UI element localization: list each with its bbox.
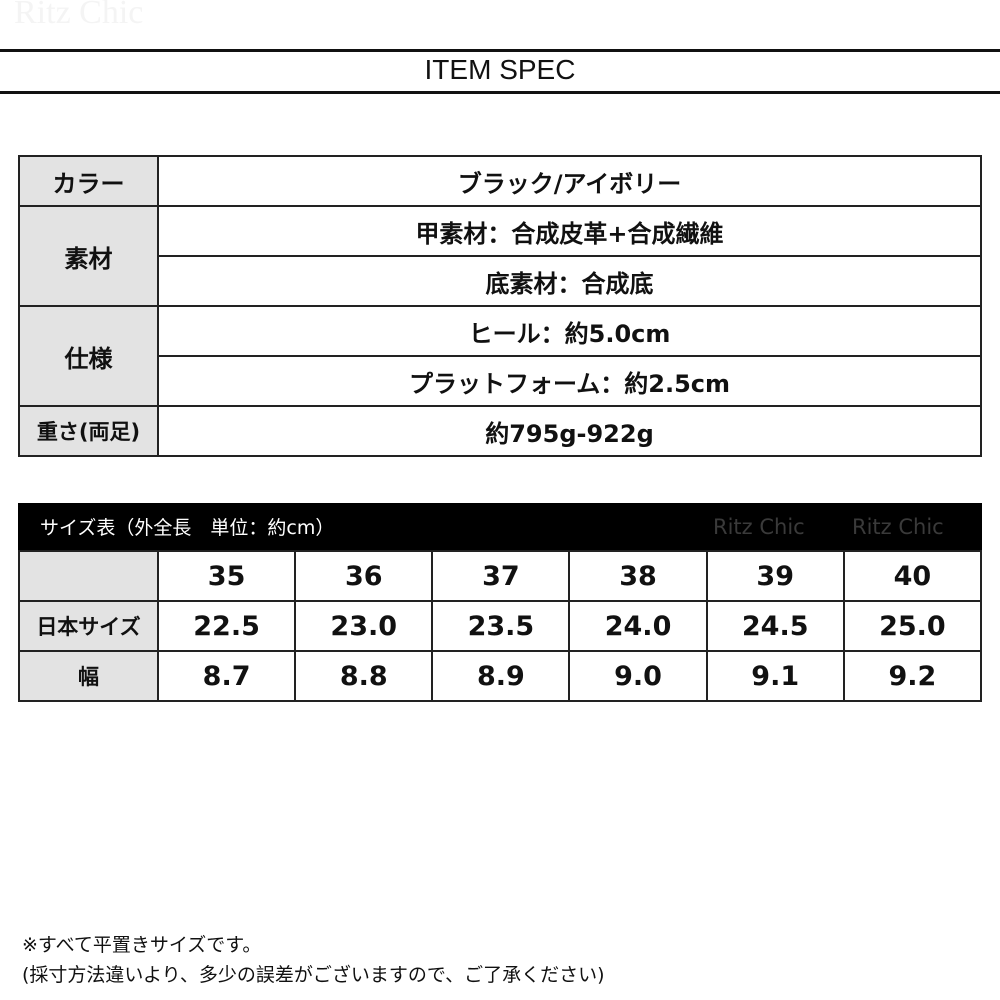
material-sole: 底素材：合成底 [157, 255, 982, 307]
color-value: ブラック/アイボリー [157, 155, 982, 207]
jp-size-cell: 23.0 [294, 600, 434, 652]
jp-size-cell: 24.0 [568, 600, 708, 652]
width-cell: 9.0 [568, 650, 708, 702]
size-table-header: サイズ表（外全長 単位：約cm） Ritz Chic Ritz Chic [18, 503, 982, 550]
page-title: ITEM SPEC [424, 54, 576, 85]
divider [0, 49, 1000, 52]
platform-value: プラットフォーム：約2.5cm [157, 355, 982, 407]
width-label: 幅 [18, 650, 159, 702]
material-upper: 甲素材：合成皮革+合成繊維 [157, 205, 982, 257]
divider [0, 91, 1000, 94]
jp-size-cell: 23.5 [431, 600, 571, 652]
size-cell: 35 [156, 550, 297, 602]
jp-size-cell: 22.5 [156, 600, 297, 652]
watermark: Ritz Chic [713, 514, 805, 539]
width-cell: 8.7 [156, 650, 297, 702]
size-cell: 40 [842, 550, 983, 602]
jp-size-cell: 24.5 [705, 600, 845, 652]
size-cell: 39 [705, 550, 845, 602]
heel-value: ヒール：約5.0cm [157, 305, 982, 357]
notes: ※すべて平置きサイズです。 (採寸方法違いより、多少の誤差がございますので、ご了… [22, 930, 605, 990]
table-row: 日本サイズ 22.5 23.0 23.5 24.0 24.5 25.0 [18, 600, 983, 652]
table-row: 35 36 37 38 39 40 [18, 550, 983, 602]
spec-table: カラー ブラック/アイボリー 素材 甲素材：合成皮革+合成繊維 底素材：合成底 仕様… [18, 155, 982, 457]
size-cell: 38 [568, 550, 708, 602]
table-row: 幅 8.7 8.8 8.9 9.0 9.1 9.2 [18, 650, 983, 702]
width-cell: 8.9 [431, 650, 571, 702]
spec-label: 仕様 [18, 305, 159, 407]
size-table: 35 36 37 38 39 40 日本サイズ 22.5 23.0 23.5 2… [18, 550, 983, 702]
weight-value: 約795g-922g [157, 405, 982, 457]
width-cell: 8.8 [294, 650, 434, 702]
color-label: カラー [18, 155, 159, 207]
size-cell: 36 [294, 550, 434, 602]
watermark: Ritz Chic [852, 514, 944, 539]
note-line: ※すべて平置きサイズです。 [22, 934, 262, 956]
watermark: Ritz Chic [14, 0, 144, 31]
weight-label: 重さ(両足) [18, 405, 159, 457]
width-cell: 9.2 [842, 650, 983, 702]
jp-size-cell: 25.0 [842, 600, 983, 652]
note-line: (採寸方法違いより、多少の誤差がございますので、ご了承ください) [22, 964, 605, 986]
size-table-title: サイズ表（外全長 単位：約cm） [40, 517, 335, 539]
jp-size-label: 日本サイズ [18, 600, 159, 652]
size-cell: 37 [431, 550, 571, 602]
width-cell: 9.1 [705, 650, 845, 702]
material-label: 素材 [18, 205, 159, 307]
